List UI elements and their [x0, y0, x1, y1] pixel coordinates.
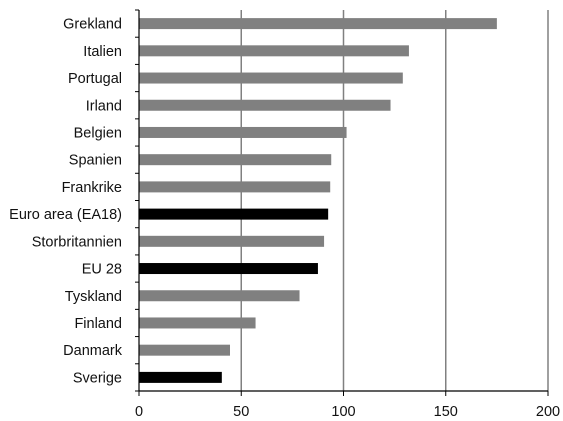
category-label: Irland: [86, 98, 122, 114]
bar-euro-area-ea18: [139, 208, 329, 220]
tick-labels: 0 50 100 150 200: [135, 404, 560, 420]
category-label: EU 28: [82, 262, 122, 278]
category-label: Grekland: [63, 17, 122, 33]
x-tick-label: 0: [135, 404, 143, 420]
category-label: Belgien: [74, 125, 122, 141]
bar-frankrike: [139, 181, 331, 193]
category-label: Italien: [83, 44, 122, 60]
x-tick-label: 100: [331, 404, 355, 420]
category-label: Euro area (EA18): [9, 207, 122, 223]
bar-portugal: [139, 72, 403, 84]
bar-finland: [139, 317, 256, 329]
category-label: Tyskland: [65, 289, 122, 305]
bar-irland: [139, 99, 391, 111]
bar-belgien: [139, 126, 347, 138]
category-labels: Grekland Italien Portugal Irland Belgien Span…: [9, 17, 123, 387]
bar-grekland: [139, 18, 497, 30]
bar-storbritannien: [139, 235, 325, 247]
bars: [139, 18, 497, 383]
x-tick-label: 150: [434, 404, 458, 420]
category-label: Spanien: [69, 153, 122, 169]
bar-spanien: [139, 154, 332, 166]
bar-tyskland: [139, 290, 300, 302]
x-tick-label: 50: [233, 404, 249, 420]
category-label: Sverige: [73, 370, 122, 386]
category-label: Frankrike: [62, 180, 122, 196]
x-tick-label: 200: [536, 404, 560, 420]
bar-italien: [139, 45, 409, 57]
category-label: Portugal: [68, 71, 122, 87]
axes: [135, 9, 549, 396]
grid-lines: [240, 10, 549, 391]
bar-eu-28: [139, 263, 318, 275]
category-label: Danmark: [63, 343, 123, 359]
category-label: Storbritannien: [32, 234, 122, 250]
category-label: Finland: [74, 316, 122, 332]
bar-sverige: [139, 371, 222, 383]
bar-danmark: [139, 344, 231, 356]
